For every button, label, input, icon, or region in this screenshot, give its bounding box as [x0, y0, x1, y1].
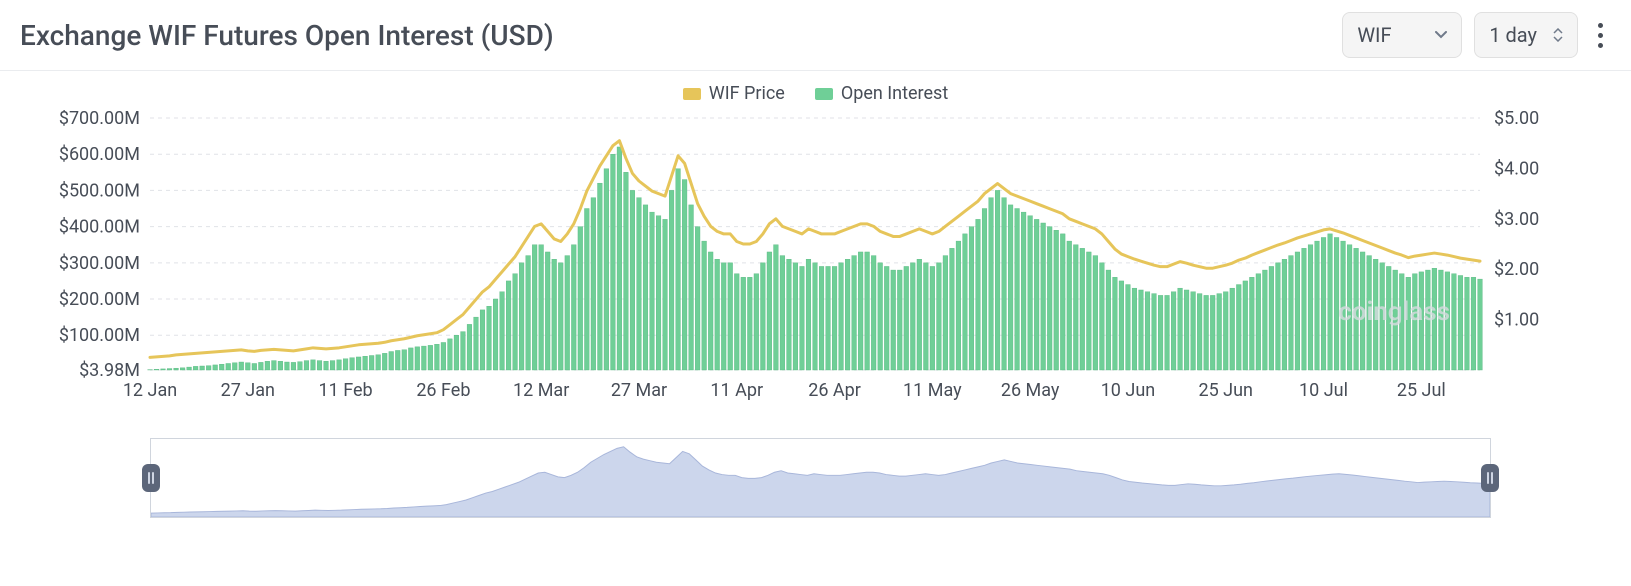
- svg-text:25 Jul: 25 Jul: [1397, 380, 1446, 401]
- svg-text:$3.00: $3.00: [1494, 209, 1539, 230]
- svg-text:27 Mar: 27 Mar: [611, 380, 667, 401]
- svg-text:11 Apr: 11 Apr: [710, 380, 763, 401]
- legend-label-oi: Open Interest: [841, 83, 948, 104]
- svg-text:10 Jul: 10 Jul: [1299, 380, 1348, 401]
- timeframe-select[interactable]: 1 day: [1474, 12, 1578, 58]
- svg-text:$400.00M: $400.00M: [59, 217, 140, 238]
- legend-item-price[interactable]: WIF Price: [683, 83, 785, 104]
- svg-text:26 Apr: 26 Apr: [808, 380, 861, 401]
- svg-text:$4.00: $4.00: [1494, 158, 1539, 179]
- svg-text:$3.98M: $3.98M: [79, 360, 140, 381]
- svg-text:coinglass: coinglass: [1338, 297, 1450, 327]
- range-slider[interactable]: [150, 438, 1491, 518]
- more-menu-button[interactable]: [1590, 15, 1611, 56]
- svg-text:$100.00M: $100.00M: [59, 325, 140, 346]
- dot-icon: [1598, 23, 1603, 28]
- range-handle-right[interactable]: [1481, 464, 1499, 492]
- svg-text:10 Jun: 10 Jun: [1101, 380, 1156, 401]
- range-slider-chart: [151, 439, 1490, 517]
- svg-text:$300.00M: $300.00M: [59, 253, 140, 274]
- svg-text:$2.00: $2.00: [1494, 259, 1539, 280]
- page-title: Exchange WIF Futures Open Interest (USD): [20, 19, 554, 52]
- svg-text:11 May: 11 May: [903, 380, 962, 401]
- legend-swatch-price: [683, 88, 701, 100]
- stepper-icon: [1553, 28, 1563, 42]
- svg-text:$1.00: $1.00: [1494, 310, 1539, 331]
- svg-text:26 Feb: 26 Feb: [416, 380, 470, 401]
- svg-text:$500.00M: $500.00M: [59, 180, 140, 201]
- chevron-down-icon: [1435, 31, 1447, 39]
- header-controls: WIF 1 day: [1342, 12, 1611, 58]
- svg-text:27 Jan: 27 Jan: [221, 380, 275, 401]
- svg-text:25 Jun: 25 Jun: [1198, 380, 1253, 401]
- svg-text:12 Mar: 12 Mar: [513, 380, 569, 401]
- svg-text:$600.00M: $600.00M: [59, 144, 140, 165]
- svg-text:11 Feb: 11 Feb: [319, 380, 373, 401]
- chart-legend: WIF Price Open Interest: [0, 71, 1631, 110]
- legend-swatch-oi: [815, 88, 833, 100]
- dot-icon: [1598, 33, 1603, 38]
- svg-text:$700.00M: $700.00M: [59, 110, 140, 129]
- chart-header: Exchange WIF Futures Open Interest (USD)…: [0, 0, 1631, 71]
- symbol-select-value: WIF: [1357, 23, 1391, 47]
- symbol-select[interactable]: WIF: [1342, 12, 1462, 58]
- range-handle-left[interactable]: [142, 464, 160, 492]
- timeframe-select-value: 1 day: [1489, 23, 1537, 47]
- main-chart-container: $3.98M $100.00M $200.00M $300.00M $400.00M $5…: [0, 110, 1631, 424]
- svg-text:$200.00M: $200.00M: [59, 289, 140, 310]
- legend-label-price: WIF Price: [709, 83, 785, 104]
- svg-text:12 Jan: 12 Jan: [123, 380, 177, 401]
- svg-text:$5.00: $5.00: [1494, 110, 1539, 129]
- main-chart[interactable]: $3.98M $100.00M $200.00M $300.00M $400.00M $5…: [20, 110, 1611, 420]
- dot-icon: [1598, 43, 1603, 48]
- svg-text:26 May: 26 May: [1001, 380, 1060, 401]
- legend-item-oi[interactable]: Open Interest: [815, 83, 948, 104]
